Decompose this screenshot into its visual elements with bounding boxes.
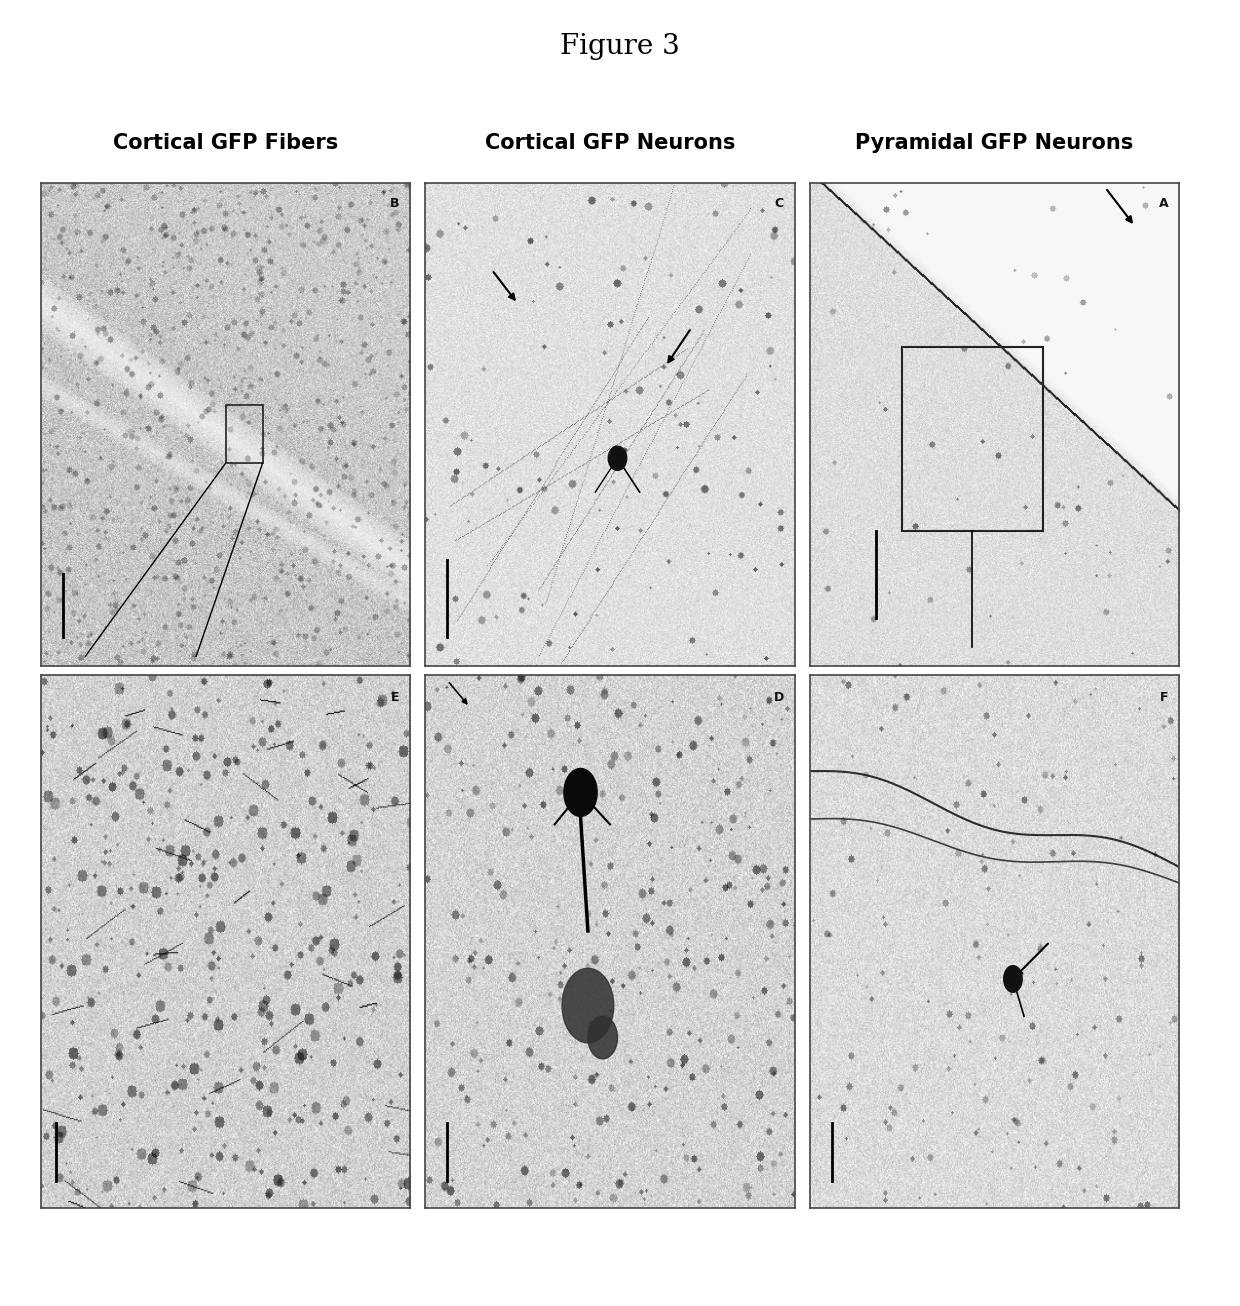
Circle shape <box>564 768 598 816</box>
Text: A: A <box>1158 197 1168 210</box>
Bar <box>903 347 1043 530</box>
Circle shape <box>1003 965 1022 993</box>
Circle shape <box>609 447 626 470</box>
Text: Cortical GFP Fibers: Cortical GFP Fibers <box>113 133 339 153</box>
Text: E: E <box>391 691 399 704</box>
Text: Figure 3: Figure 3 <box>560 33 680 60</box>
Text: F: F <box>1159 691 1168 704</box>
Circle shape <box>588 1016 618 1059</box>
Text: D: D <box>774 691 784 704</box>
Text: B: B <box>389 197 399 210</box>
Text: Cortical GFP Neurons: Cortical GFP Neurons <box>485 133 735 153</box>
Circle shape <box>562 968 614 1043</box>
Text: C: C <box>775 197 784 210</box>
Text: Pyramidal GFP Neurons: Pyramidal GFP Neurons <box>856 133 1133 153</box>
Bar <box>226 405 263 464</box>
